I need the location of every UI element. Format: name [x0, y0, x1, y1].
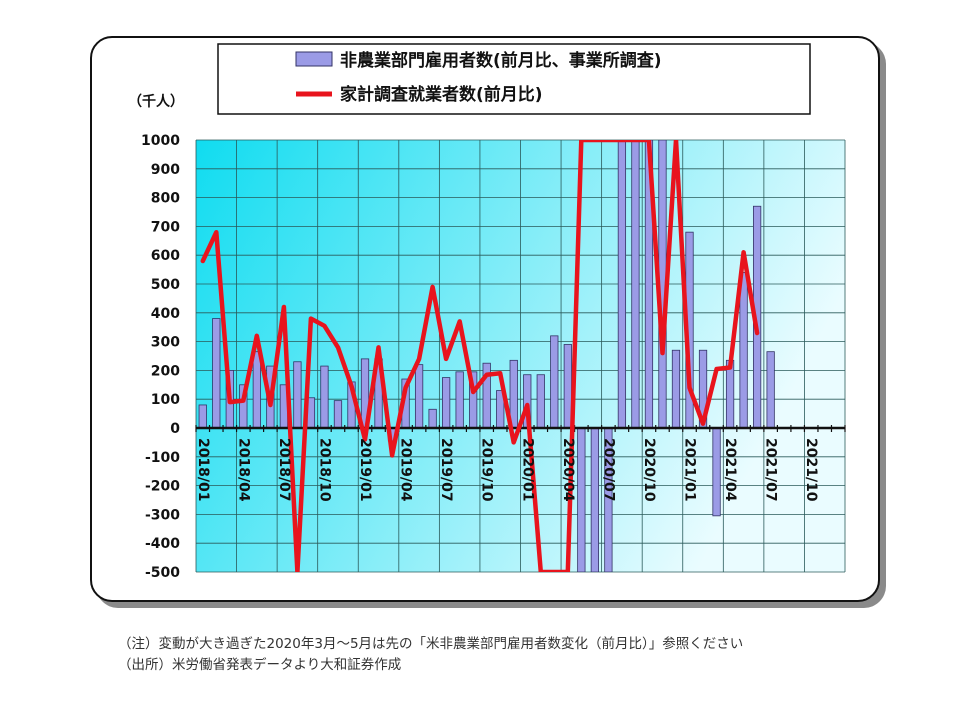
bar [712, 427, 721, 517]
y-tick-label: 600 [151, 248, 180, 264]
bar [577, 427, 586, 572]
bar [212, 318, 221, 429]
y-tick-label: 100 [151, 392, 180, 408]
y-tick-label: 800 [151, 191, 180, 207]
x-tick-label: 2019/04 [398, 438, 414, 502]
x-tick-label: 2018/01 [195, 438, 211, 502]
x-tick-label: 2019/01 [357, 438, 373, 502]
y-tick-label: 900 [151, 162, 180, 178]
bar [590, 427, 599, 572]
bar [442, 377, 451, 429]
y-tick-label: 1000 [141, 133, 180, 149]
y-unit-label: （千人） [128, 93, 184, 110]
bar [320, 365, 329, 429]
x-tick-label: 2020/04 [560, 438, 576, 502]
x-tick-label: 2020/07 [600, 438, 616, 502]
y-tick-label: 0 [170, 421, 180, 437]
bar [252, 351, 261, 429]
bar [725, 359, 735, 429]
x-tick-label: 2020/01 [519, 438, 535, 502]
legend-label-bar: 非農業部門雇用者数(前月比、事業所調査) [340, 50, 662, 71]
y-tick-label: 700 [151, 219, 180, 235]
footnote-note: （注）変動が大き過ぎた2020年3月～5月は先の「米非農業部門雇用者数変化（前月… [118, 636, 744, 652]
bar [617, 140, 627, 429]
y-tick-label: 300 [151, 335, 180, 351]
bar [536, 374, 545, 429]
y-tick-label: -100 [145, 450, 180, 466]
bar [198, 404, 207, 429]
x-tick-label: 2020/10 [641, 438, 657, 502]
bar [428, 408, 437, 429]
line-series-group [200, 140, 760, 572]
x-tick-label: 2018/07 [276, 438, 292, 502]
y-tick-label: -200 [145, 479, 180, 495]
y-tick-label: 400 [151, 306, 180, 322]
x-tick-label: 2018/10 [316, 438, 332, 502]
x-tick-label: 2021/10 [803, 438, 819, 502]
x-tick-label: 2021/07 [763, 438, 779, 502]
y-tick-label: 200 [151, 363, 180, 379]
y-tick-label: -400 [145, 536, 180, 552]
footnote-source: （出所）米労働省発表データより大和証券作成 [118, 657, 402, 673]
bar [455, 371, 464, 429]
line-series [200, 140, 760, 572]
legend-bar-swatch [295, 51, 333, 67]
bar [333, 400, 343, 429]
bar [414, 364, 424, 429]
x-tick-label: 2021/01 [682, 438, 698, 502]
y-tick-label: 500 [151, 277, 180, 293]
x-tick-label: 2021/04 [722, 438, 738, 502]
x-tick-label: 2019/10 [479, 438, 495, 502]
bar [739, 272, 748, 429]
bar [563, 344, 572, 429]
bar [671, 349, 681, 429]
x-tick-label: 2019/07 [438, 438, 454, 502]
bar [631, 140, 640, 429]
legend-label-line: 家計調査就業者数(前月比) [340, 84, 543, 105]
y-tick-label: -500 [145, 565, 180, 581]
bar [550, 335, 559, 429]
y-tick-label: -300 [145, 507, 180, 523]
bar [293, 361, 302, 429]
bar [766, 351, 775, 429]
x-tick-label: 2018/04 [235, 438, 251, 502]
